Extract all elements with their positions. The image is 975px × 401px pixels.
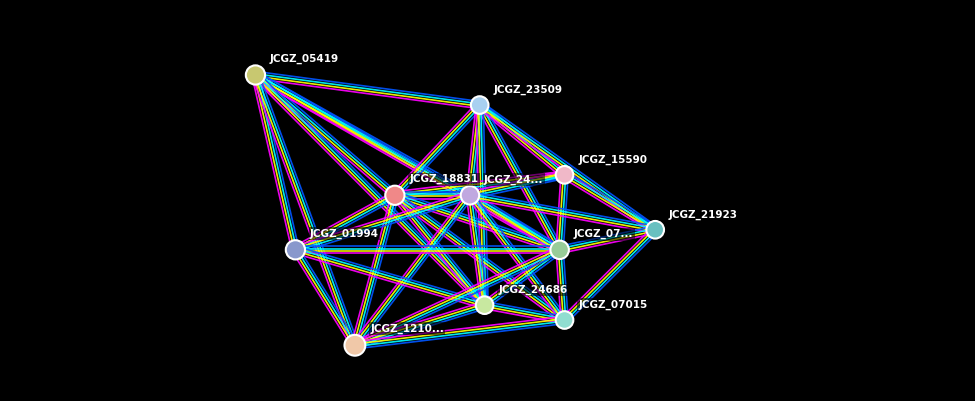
Text: JCGZ_23509: JCGZ_23509 [493, 85, 563, 95]
Ellipse shape [461, 186, 479, 205]
Text: JCGZ_01994: JCGZ_01994 [310, 229, 379, 239]
Ellipse shape [646, 221, 664, 239]
Text: JCGZ_18831: JCGZ_18831 [410, 174, 479, 184]
Ellipse shape [551, 241, 568, 259]
Text: JCGZ_07...: JCGZ_07... [573, 229, 633, 239]
Ellipse shape [385, 186, 405, 205]
Ellipse shape [476, 296, 493, 314]
Text: JCGZ_1210...: JCGZ_1210... [370, 323, 444, 334]
Text: JCGZ_24...: JCGZ_24... [484, 174, 543, 185]
Ellipse shape [246, 65, 265, 85]
Ellipse shape [286, 240, 305, 259]
Text: JCGZ_21923: JCGZ_21923 [669, 209, 738, 220]
Ellipse shape [471, 96, 488, 114]
Ellipse shape [556, 166, 573, 184]
Text: JCGZ_24686: JCGZ_24686 [498, 285, 567, 295]
Ellipse shape [556, 311, 573, 329]
Ellipse shape [344, 335, 366, 356]
Text: JCGZ_15590: JCGZ_15590 [578, 154, 647, 165]
Text: JCGZ_05419: JCGZ_05419 [270, 54, 339, 64]
Text: JCGZ_07015: JCGZ_07015 [578, 300, 647, 310]
